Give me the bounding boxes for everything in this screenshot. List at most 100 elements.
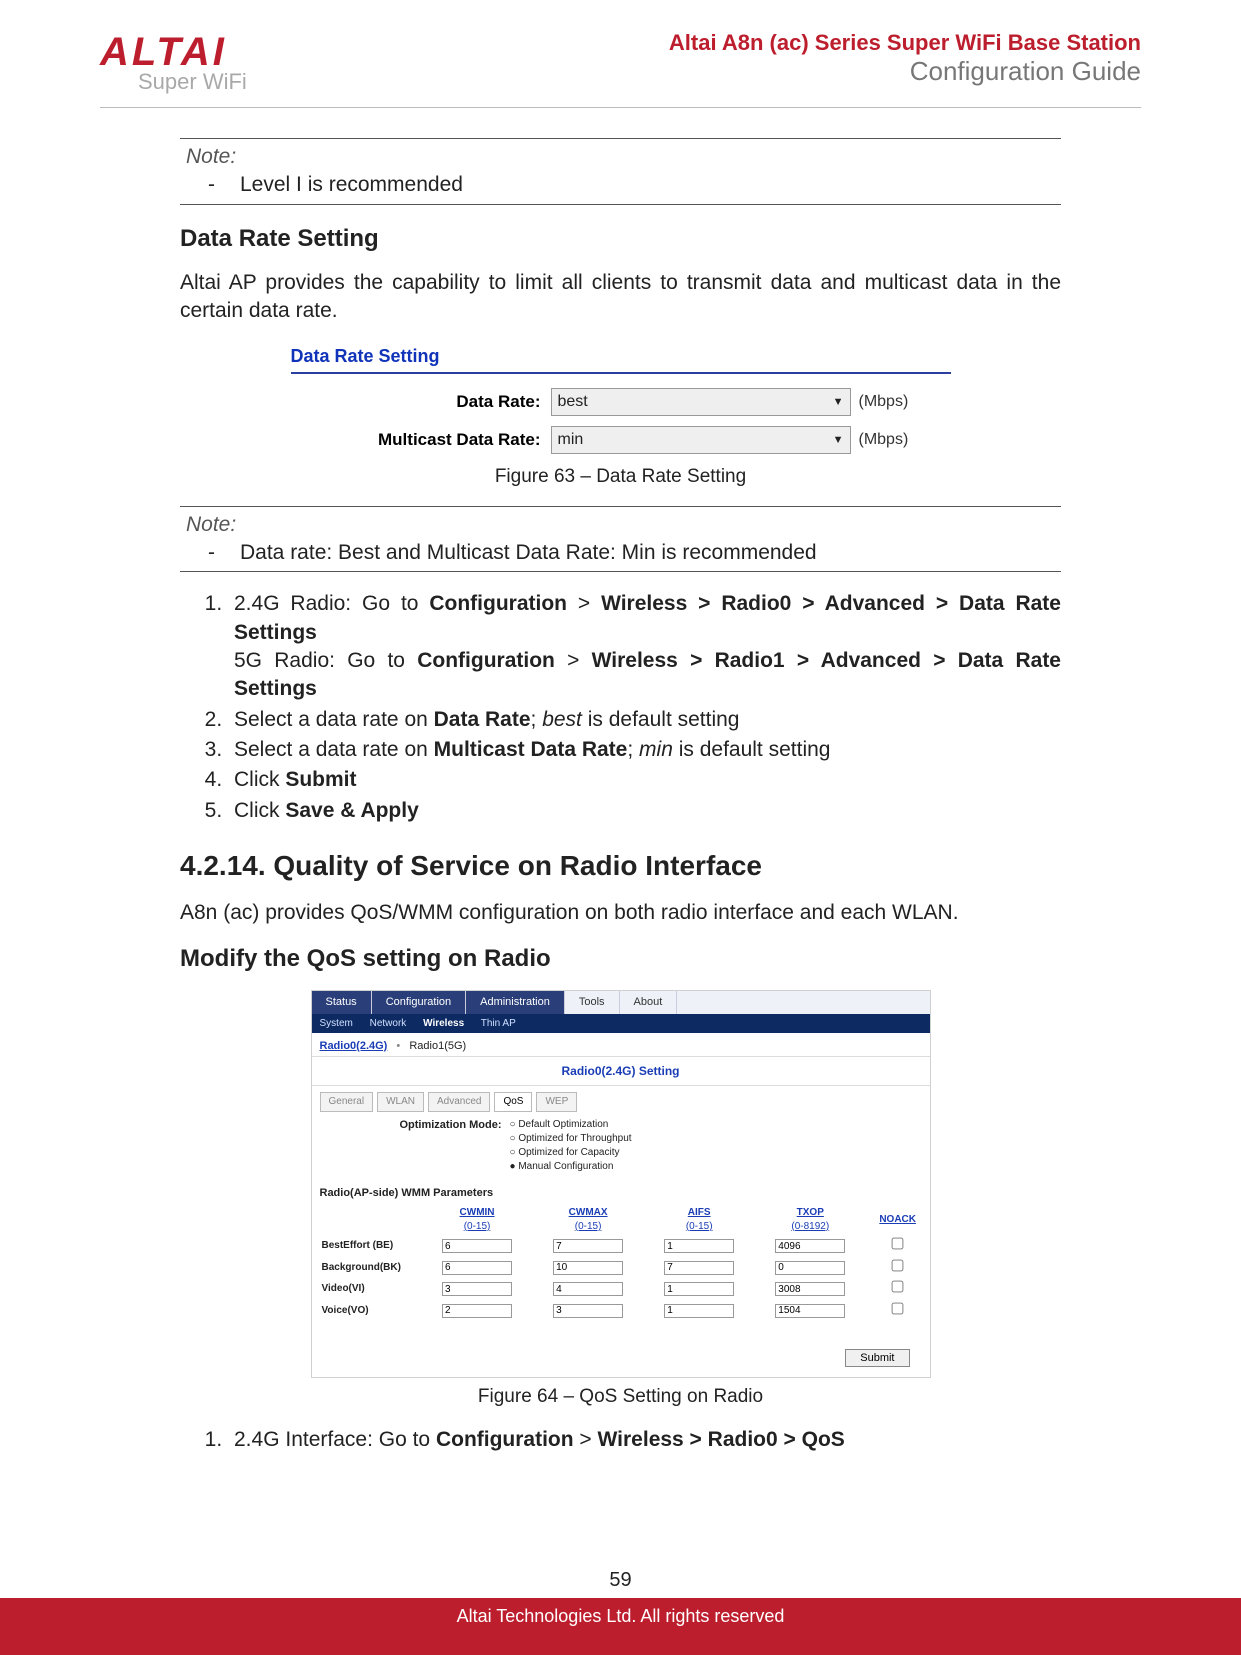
- guide-title: Configuration Guide: [669, 56, 1141, 87]
- fig63-caption: Figure 63 – Data Rate Setting: [180, 464, 1061, 490]
- step-5: Click Save & Apply: [228, 797, 1061, 825]
- step-bold: Submit: [285, 768, 356, 791]
- vi-txop-input[interactable]: [775, 1282, 845, 1296]
- subtab-wep[interactable]: WEP: [536, 1092, 577, 1112]
- data-rate-select[interactable]: best▼: [551, 388, 851, 416]
- footer: 59 Altai Technologies Ltd. All rights re…: [0, 1569, 1241, 1655]
- subnav-system[interactable]: System: [320, 1018, 353, 1029]
- radio0-link[interactable]: Radio0(2.4G): [320, 1040, 388, 1052]
- drs-steps: 2.4G Radio: Go to Configuration > Wirele…: [180, 590, 1061, 825]
- header-rule: [100, 107, 1141, 108]
- note-label: Note:: [186, 143, 1055, 171]
- tab-administration[interactable]: Administration: [466, 991, 565, 1014]
- submit-button[interactable]: Submit: [845, 1349, 909, 1367]
- be-cwmax-input[interactable]: [553, 1239, 623, 1253]
- wmm-row-bk: Background(BK): [312, 1257, 930, 1279]
- page-number: 59: [0, 1569, 1241, 1598]
- footer-bar: Altai Technologies Ltd. All rights reser…: [0, 1598, 1241, 1655]
- fig63-rule: [291, 372, 951, 374]
- row-label: Video(VI): [312, 1278, 422, 1300]
- vo-noack-checkbox[interactable]: [892, 1303, 904, 1315]
- step-text: Select a data rate on: [234, 738, 434, 761]
- subtab-advanced[interactable]: Advanced: [428, 1092, 490, 1112]
- vi-noack-checkbox[interactable]: [892, 1281, 904, 1293]
- step-text: >: [567, 592, 601, 615]
- qos-paragraph: A8n (ac) provides QoS/WMM configuration …: [180, 899, 1061, 927]
- optimization-mode-label: Optimization Mode:: [320, 1118, 510, 1174]
- data-rate-value: best: [558, 391, 588, 413]
- step-2: Select a data rate on Data Rate; best is…: [228, 706, 1061, 734]
- note-box-1: Note: -Level I is recommended: [180, 138, 1061, 205]
- opt-capacity[interactable]: Optimized for Capacity: [510, 1146, 632, 1160]
- opt-manual[interactable]: Manual Configuration: [510, 1160, 632, 1174]
- page-header: ALTAI Super WiFi Altai A8n (ac) Series S…: [100, 30, 1141, 105]
- subtab-qos[interactable]: QoS: [494, 1092, 532, 1112]
- tab-configuration[interactable]: Configuration: [372, 991, 466, 1014]
- qos-sub-nav: System Network Wireless Thin AP: [312, 1014, 930, 1034]
- subnav-network[interactable]: Network: [370, 1018, 407, 1029]
- bk-aifs-input[interactable]: [664, 1261, 734, 1275]
- multicast-rate-label: Multicast Data Rate:: [291, 429, 551, 452]
- step-bold: Save & Apply: [285, 799, 418, 822]
- bk-noack-checkbox[interactable]: [892, 1260, 904, 1272]
- be-txop-input[interactable]: [775, 1239, 845, 1253]
- step-text: 2.4G Radio: Go to: [234, 592, 429, 615]
- fig63-title: Data Rate Setting: [291, 344, 951, 372]
- multicast-rate-select[interactable]: min ▼: [551, 426, 851, 454]
- vo-txop-input[interactable]: [775, 1304, 845, 1318]
- vi-cwmin-input[interactable]: [442, 1282, 512, 1296]
- qos-radio-selector: Radio0(2.4G) • Radio1(5G): [312, 1033, 930, 1056]
- figure-64: Status Configuration Administration Tool…: [311, 990, 931, 1379]
- note-label: Note:: [186, 511, 1055, 539]
- data-rate-unit: (Mbps): [851, 391, 909, 413]
- drs-paragraph: Altai AP provides the capability to limi…: [180, 269, 1061, 326]
- step-text: Select a data rate on: [234, 708, 434, 731]
- tab-about[interactable]: About: [620, 991, 678, 1014]
- step-text: ;: [627, 738, 639, 761]
- step-text: Click: [234, 768, 285, 791]
- bk-cwmin-input[interactable]: [442, 1261, 512, 1275]
- vi-aifs-input[interactable]: [664, 1282, 734, 1296]
- bk-cwmax-input[interactable]: [553, 1261, 623, 1275]
- step-bold: Wireless > Radio0 > QoS: [598, 1428, 845, 1451]
- content: Note: -Level I is recommended Data Rate …: [100, 138, 1141, 1454]
- be-aifs-input[interactable]: [664, 1239, 734, 1253]
- note-item: -Data rate: Best and Multicast Data Rate…: [186, 539, 1055, 567]
- wmm-table: CWMIN(0-15) CWMAX(0-15) AIFS(0-15) TXOP(…: [312, 1204, 930, 1321]
- multicast-rate-unit: (Mbps): [851, 429, 909, 451]
- vo-cwmax-input[interactable]: [553, 1304, 623, 1318]
- wmm-header-row: CWMIN(0-15) CWMAX(0-15) AIFS(0-15) TXOP(…: [312, 1204, 930, 1235]
- note-item: -Level I is recommended: [186, 171, 1055, 199]
- fig64-caption: Figure 64 – QoS Setting on Radio: [180, 1384, 1061, 1410]
- chevron-down-icon: ▼: [833, 433, 844, 448]
- opt-throughput[interactable]: Optimized for Throughput: [510, 1132, 632, 1146]
- step-text: >: [574, 1428, 598, 1451]
- qos-step-1: 2.4G Interface: Go to Configuration > Wi…: [228, 1426, 1061, 1454]
- radio1-link[interactable]: Radio1(5G): [409, 1040, 466, 1052]
- subtab-general[interactable]: General: [320, 1092, 374, 1112]
- subnav-thinap[interactable]: Thin AP: [481, 1018, 516, 1029]
- opt-default[interactable]: Default Optimization: [510, 1118, 632, 1132]
- row-label: BestEffort (BE): [312, 1235, 422, 1257]
- step-text: 5G Radio: Go to: [234, 649, 417, 672]
- multicast-rate-value: min: [558, 429, 584, 451]
- tab-status[interactable]: Status: [312, 991, 372, 1014]
- be-noack-checkbox[interactable]: [892, 1238, 904, 1250]
- tab-tools[interactable]: Tools: [565, 991, 620, 1014]
- step-text: ;: [531, 708, 543, 731]
- subtab-wlan[interactable]: WLAN: [377, 1092, 424, 1112]
- wmm-row-vi: Video(VI): [312, 1278, 930, 1300]
- vi-cwmax-input[interactable]: [553, 1282, 623, 1296]
- vo-aifs-input[interactable]: [664, 1304, 734, 1318]
- section-heading-drs: Data Rate Setting: [180, 223, 1061, 255]
- bk-txop-input[interactable]: [775, 1261, 845, 1275]
- vo-cwmin-input[interactable]: [442, 1304, 512, 1318]
- step-bold: Configuration: [417, 649, 555, 672]
- subnav-wireless[interactable]: Wireless: [423, 1018, 464, 1029]
- step-text: 2.4G Interface: Go to: [234, 1428, 436, 1451]
- step-bold: Multicast Data Rate: [434, 738, 628, 761]
- be-cwmin-input[interactable]: [442, 1239, 512, 1253]
- product-title: Altai A8n (ac) Series Super WiFi Base St…: [669, 30, 1141, 56]
- qos-submit-row: Submit: [312, 1321, 930, 1377]
- logo-sub: Super WiFi: [138, 69, 247, 95]
